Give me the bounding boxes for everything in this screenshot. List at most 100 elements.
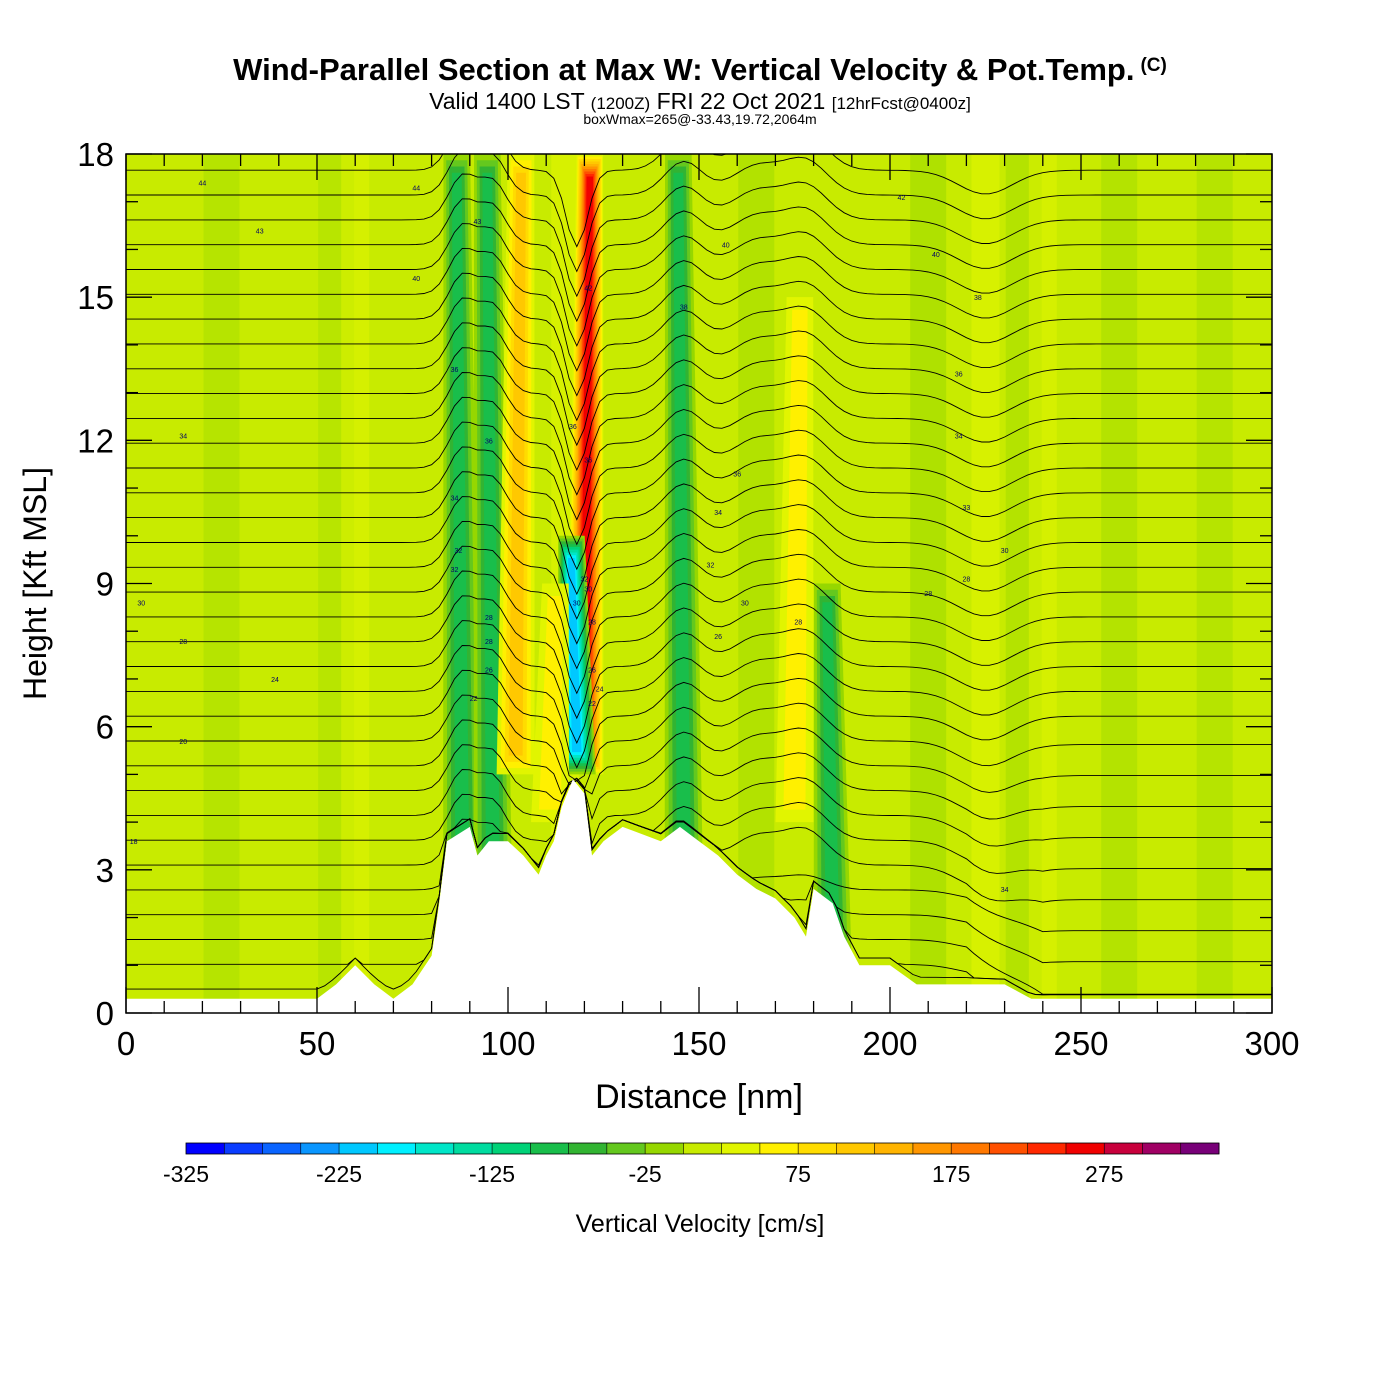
theta-contour [126,570,1272,695]
theta-contour [126,669,1272,782]
theta-contour-label: 36 [569,424,577,431]
theta-contour-label: 34 [179,434,187,441]
colorbar-swatch [530,1143,570,1154]
theta-contour-label: 42 [584,286,592,293]
theta-contour [126,322,1272,447]
theta-contour [126,347,1272,471]
colorbar-swatch [759,1143,799,1154]
theta-contour [126,421,1272,546]
theta-contour-label: 26 [588,667,596,674]
colorbar-swatch [262,1143,302,1154]
theta-contour-label: 28 [179,639,187,646]
weak-downdraft-band [1196,154,1233,1013]
velocity-feature-downdraft [822,602,840,947]
forecast-info: [12hrFcst@0400z] [831,94,971,113]
theta-contour-label: 32 [707,562,715,569]
weak-downdraft-band [203,154,240,1013]
theta-contour [126,496,1272,620]
theta-contour-label: 28 [963,577,971,584]
theta-contour-label: 24 [271,677,279,684]
theta-contour-label: 40 [722,243,730,250]
theta-contour [126,595,1272,720]
theta-contour [126,297,1272,422]
theta-contour-label: 36 [485,438,493,445]
x-tick-label: 250 [1053,1025,1108,1062]
colorbar-swatch [874,1143,914,1154]
theta-contour-label: 40 [932,252,940,259]
theta-contour-label: 42 [898,195,906,202]
theta-contour-label: 30 [741,601,749,608]
theta-contour-label: 30 [1001,548,1009,555]
colorbar-swatch [339,1143,378,1154]
y-tick-label: 18 [77,136,114,173]
theta-contour [126,272,1272,397]
theta-contour-label: 22 [588,701,596,708]
theta-contour-label: 34 [714,510,722,517]
colorbar-swatch [1065,1143,1105,1154]
theta-contour-label: 36 [733,472,741,479]
theta-contour-label: 30 [573,601,581,608]
valid-utc-time: (1200Z) [590,94,651,113]
weak-downdraft-band [738,154,775,1013]
weak-downdraft-band [1101,154,1138,1013]
colorbar-swatch [836,1143,876,1154]
colorbar-swatch [798,1143,837,1154]
theta-contour-label: 44 [199,181,207,188]
theta-contour [126,471,1272,596]
colorbar-tick-label: -25 [628,1161,661,1187]
y-tick-label: 15 [77,279,114,316]
theta-contour [126,446,1272,571]
theta-contour-label: 32 [451,567,459,574]
colorbar-swatch [1180,1143,1220,1154]
colorbar-swatch [606,1143,646,1154]
colorbar-frame [185,1142,1220,1155]
y-tick-label: 3 [96,852,114,889]
theta-contour [126,372,1272,496]
colorbar-swatch [1104,1143,1143,1154]
velocity-feature-updraft [539,596,564,810]
colorbar-label: Vertical Velocity [cm/s] [576,1210,825,1238]
colorbar-tick-label: -325 [163,1161,209,1187]
velocity-feature-updraft [783,309,808,810]
theta-contour-label: 34 [451,496,459,503]
valid-local-time: Valid 1400 LST [429,88,585,114]
theta-contour [126,223,1272,347]
theta-contour-label: 30 [584,586,592,593]
colorbar-swatch [1027,1143,1067,1154]
terrain-mask [126,779,1272,1013]
theta-contour-label: 28 [588,620,596,627]
colorbar-swatch [377,1143,417,1154]
plot-area: 44 44 43 43 42 42 40 40 40 38 38 36 36 36 36 36 36 34 34 34… [126,154,1272,1013]
colorbar-swatch [721,1143,761,1154]
colorbar-tick-label: -225 [316,1161,362,1187]
weak-updraft-band [1028,154,1057,1013]
theta-contour-label: 28 [485,615,493,622]
theta-contour [126,780,1272,874]
theta-contour [126,694,1272,791]
x-tick-label: 200 [862,1025,917,1062]
colorbar-tick-label: 275 [1085,1161,1123,1187]
theta-contour-label: 36 [584,457,592,464]
theta-contour-label: 28 [924,591,932,598]
y-tick-label: 12 [77,422,114,459]
velocity-feature-downdraft [673,172,691,852]
theta-contour-label: 20 [179,739,187,746]
y-tick-label: 0 [96,995,114,1032]
colorbar-swatch [683,1143,723,1154]
theta-contour-label: 28 [794,620,802,627]
colorbar-swatch [912,1143,952,1154]
x-axis-label: Distance [nm] [595,1078,803,1116]
theta-contour-label: 22 [470,696,478,703]
colorbar-tick-label: -125 [469,1161,515,1187]
theta-contour-label: 44 [412,185,420,192]
theta-contour [126,780,1272,903]
colorbar-swatch [951,1143,990,1154]
theta-contour-label: 34 [955,434,963,441]
theta-contour [126,777,1272,933]
y-axis-label: Height [Kft MSL] [17,467,53,700]
x-tick-label: 0 [117,1025,135,1062]
theta-contour [126,247,1272,372]
theta-contour-label: 18 [130,839,138,846]
theta-contour-label: 36 [955,372,963,379]
